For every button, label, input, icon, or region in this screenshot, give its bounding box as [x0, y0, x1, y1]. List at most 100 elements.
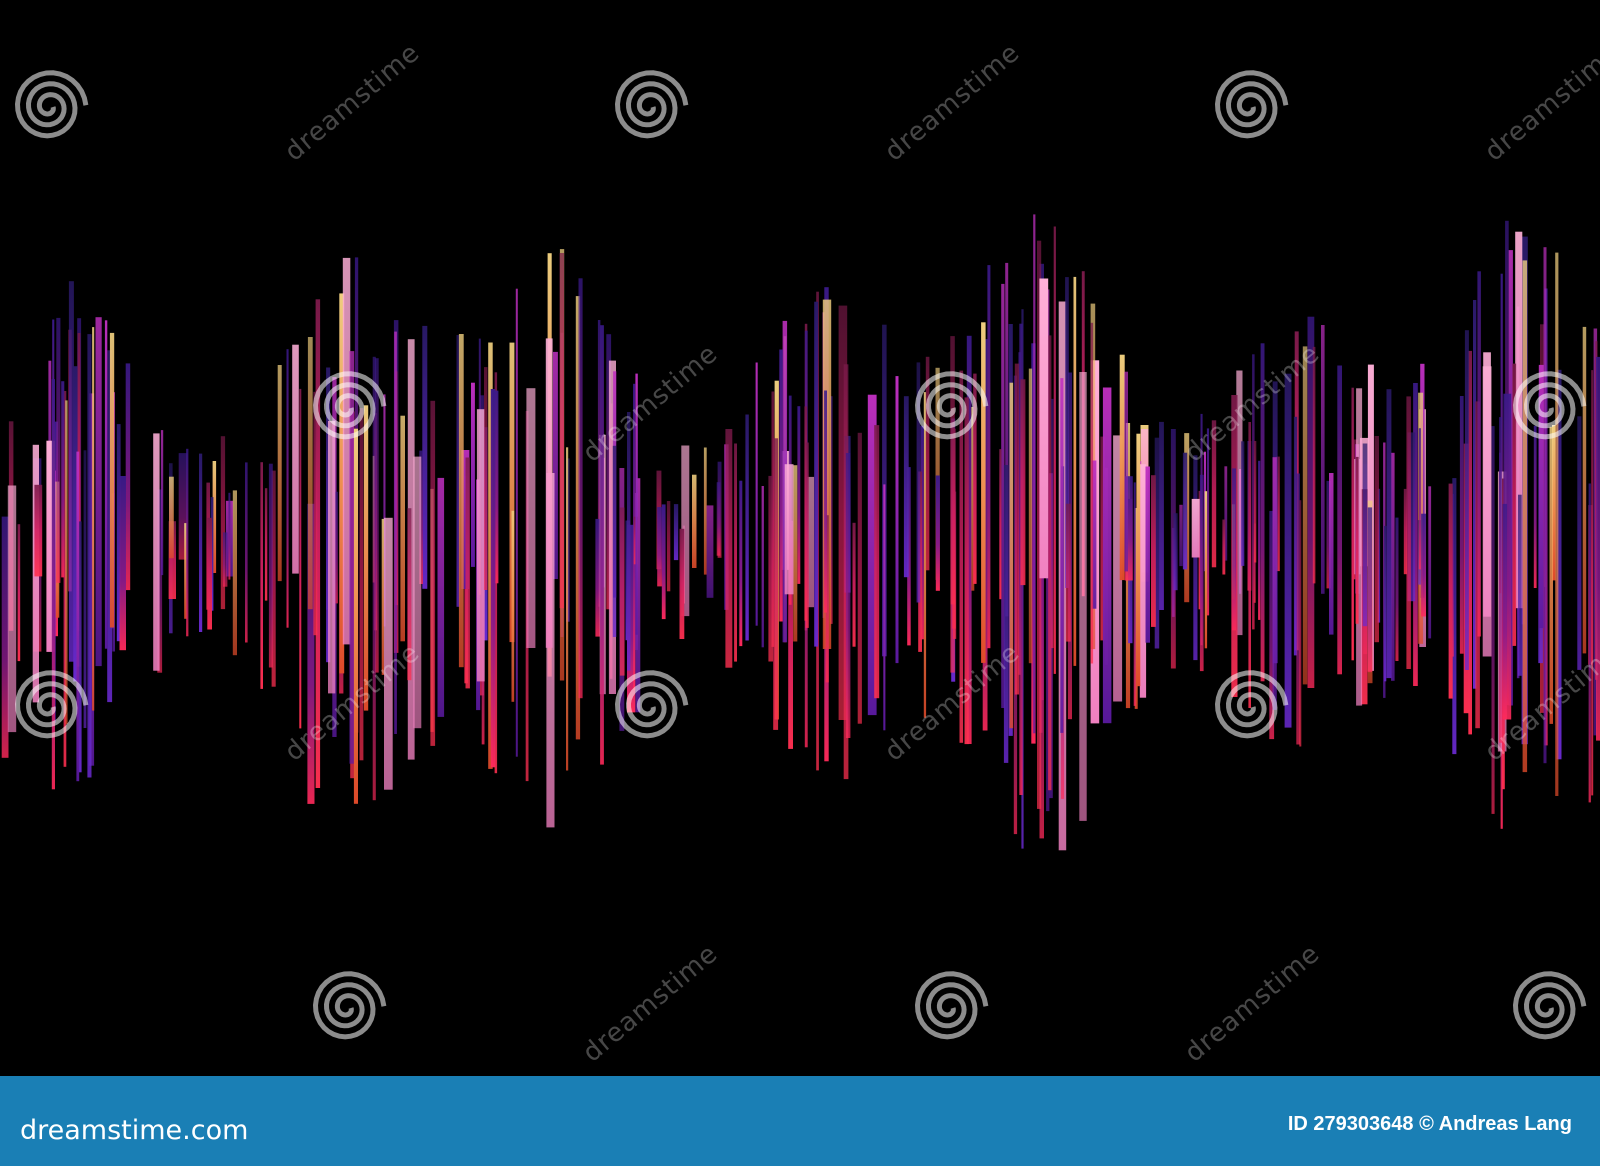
bar: [168, 521, 176, 599]
bar: [1079, 372, 1087, 821]
bar: [1005, 262, 1009, 617]
watermark-logo: [312, 971, 387, 1040]
bar: [1329, 473, 1334, 635]
bar: [546, 473, 555, 828]
watermark-logo: [914, 971, 989, 1040]
bar: [920, 425, 924, 640]
bar: [383, 394, 386, 627]
bar: [372, 356, 376, 801]
bar: [612, 445, 617, 637]
bar: [494, 390, 499, 584]
bar: [779, 349, 783, 622]
bar: [1355, 456, 1359, 624]
bar: [793, 465, 798, 642]
bar: [845, 453, 851, 738]
bar: [374, 358, 379, 673]
watermark-logo: [14, 670, 89, 739]
bar: [465, 457, 470, 689]
bar: [627, 412, 631, 671]
bar: [1403, 488, 1407, 575]
bar: [65, 400, 68, 724]
waveform: [1, 214, 1600, 851]
bar: [437, 477, 445, 717]
bar: [1307, 316, 1315, 688]
bar: [1199, 474, 1204, 672]
bar: [1065, 277, 1069, 588]
bar: [1522, 260, 1528, 773]
bar: [1272, 457, 1277, 710]
bar: [657, 507, 662, 587]
bar: [430, 400, 436, 746]
bar: [1028, 368, 1033, 664]
bar: [597, 320, 601, 607]
bar: [806, 476, 815, 608]
bar: [1073, 276, 1077, 666]
bar: [805, 442, 809, 628]
bar: [184, 523, 188, 619]
bar: [245, 462, 248, 643]
bar: [673, 504, 679, 561]
footer-credit: ID 279303648 © Andreas Lang: [1288, 1113, 1572, 1135]
bar: [1193, 455, 1198, 661]
bar: [1549, 426, 1553, 724]
bar: [773, 438, 779, 730]
bar: [1406, 396, 1411, 669]
bar: [1477, 271, 1481, 637]
bar: [381, 518, 384, 675]
bar: [566, 447, 569, 771]
bar: [681, 445, 690, 617]
bar: [1151, 475, 1156, 627]
bar: [73, 366, 78, 682]
bar: [384, 517, 393, 790]
bar: [973, 373, 977, 584]
bar: [852, 522, 856, 647]
bar: [1258, 460, 1261, 620]
bar: [916, 362, 921, 603]
bar: [606, 334, 612, 610]
bar: [335, 491, 338, 604]
bar: [1418, 428, 1421, 570]
bar: [328, 420, 336, 694]
bar: [17, 524, 21, 662]
bar: [1179, 504, 1183, 567]
bar: [1596, 356, 1600, 741]
bar: [95, 317, 102, 667]
bar: [359, 408, 364, 761]
bar: [1351, 387, 1354, 661]
bar: [925, 356, 930, 571]
bar: [1133, 482, 1136, 706]
bar: [207, 517, 212, 630]
bar: [797, 406, 801, 584]
bar: [1538, 364, 1544, 629]
bar: [307, 503, 315, 804]
bar: [458, 334, 464, 668]
bar: [104, 320, 108, 649]
bar: [315, 299, 321, 788]
bar: [935, 475, 940, 591]
bar: [706, 505, 714, 598]
bar: [286, 349, 289, 628]
bar: [1533, 425, 1537, 588]
bar: [867, 394, 877, 716]
watermark-logo: [14, 70, 89, 139]
bar: [755, 362, 758, 626]
bar: [157, 489, 163, 673]
bar: [490, 389, 496, 768]
bar: [761, 486, 764, 648]
bar: [545, 338, 553, 648]
bar: [814, 301, 819, 647]
bar: [1020, 379, 1026, 586]
watermark-logo: [914, 371, 989, 440]
bar: [1173, 513, 1178, 591]
bar: [1337, 365, 1342, 675]
bar: [339, 293, 345, 674]
bar: [1119, 354, 1125, 581]
bar: [1452, 478, 1457, 755]
bar: [1491, 426, 1495, 814]
bar: [825, 515, 829, 683]
bar: [87, 334, 92, 778]
bar: [595, 518, 601, 637]
bar: [788, 520, 793, 749]
bar: [160, 430, 164, 576]
